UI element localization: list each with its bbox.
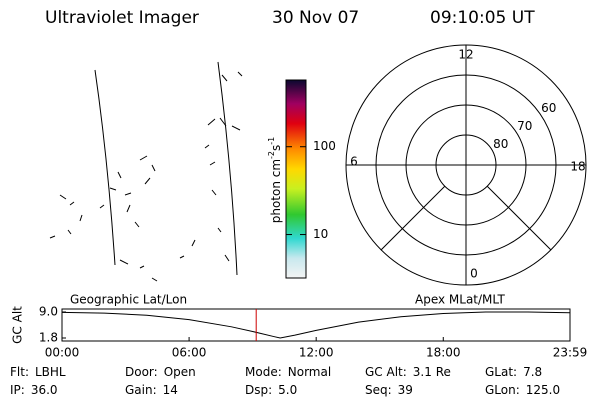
map [49,61,243,282]
info-label: Door: [125,365,158,379]
info-label: IP: [10,383,25,397]
altitude-line [61,311,571,339]
mlt-label: 12 [458,48,473,62]
x-tick-label: 00:00 [45,346,80,360]
info-label: GLon: [485,383,520,397]
lat-label: 80 [493,137,508,151]
lat-circle [435,134,497,196]
lat-circle [375,74,557,256]
altitude-panel: Geographic Lat/Lon Apex MLat/MLT GC Alt 9.0… [11,293,588,360]
x-tick-label: 18:00 [426,346,461,360]
colorbar-label: photon cm-2s-1 [267,137,283,224]
lat-label: 60 [541,101,556,115]
y-tick-label: 9.0 [39,305,58,319]
radial-line [486,185,552,251]
info-value: Normal [288,365,331,379]
info-field: Mode: Normal [245,365,331,379]
info-value: 39 [398,383,413,397]
info-value: 36.0 [31,383,58,397]
info-value: 5.0 [278,383,297,397]
colorbar-fill [285,79,307,279]
mlt-label: 6 [350,155,358,169]
info-value: LBHL [35,365,66,379]
time: 09:10:05 UT [430,8,535,28]
info-label: Dsp: [245,383,272,397]
plot-frame [61,308,571,342]
info-value: Open [164,365,196,379]
info-field: Door: Open [125,365,196,379]
x-tick-label: 12:00 [299,346,334,360]
info-field: IP: 36.0 [10,383,58,397]
left-label: Geographic Lat/Lon [70,293,187,307]
coastline [49,71,243,282]
meridian [217,61,238,276]
info-field: GLon: 125.0 [485,383,560,397]
mlt-label: 18 [570,160,585,174]
info-field: Gain: 14 [125,383,178,397]
info-label: GLat: [485,365,517,379]
label-text: s [269,145,283,151]
info-field: Flt: LBHL [10,365,66,379]
title: Ultraviolet Imager [45,8,199,28]
label-text: photon cm [269,159,283,223]
radial-line [380,185,446,251]
info-field: GC Alt: 3.1 Re [365,365,451,379]
tick-label: 10 [313,227,328,241]
mlt-label: 0 [470,267,478,281]
x-tick-label: 06:00 [172,346,207,360]
y-tick-label: 1.8 [39,331,58,345]
label-exp: -1 [267,137,276,145]
tick-label: 100 [313,139,336,153]
right-label: Apex MLat/MLT [415,293,505,307]
info-label: Gain: [125,383,157,397]
info-field: Seq: 39 [365,383,413,397]
info-field: Dsp: 5.0 [245,383,297,397]
info-label: Mode: [245,365,282,379]
info-label: Flt: [10,365,29,379]
date: 30 Nov 07 [272,8,359,28]
x-tick-label: 23:59 [553,346,588,360]
lat-label: 70 [517,119,532,133]
y-axis-label: GC Alt [11,306,25,344]
info-value: 125.0 [526,383,560,397]
info-value: 3.1 Re [413,365,451,379]
label-exp: -2 [267,151,276,159]
info-label: GC Alt: [365,365,407,379]
meridian [94,69,116,266]
info-table: Flt: LBHL Door: Open Mode: Normal GC Alt: 3.1 R… [10,365,560,397]
info-value: 7.8 [523,365,542,379]
colorbar: 10 100 [285,79,336,279]
lat-circle [405,104,527,226]
info-field: GLat: 7.8 [485,365,542,379]
info-label: Seq: [365,383,392,397]
info-value: 14 [163,383,178,397]
